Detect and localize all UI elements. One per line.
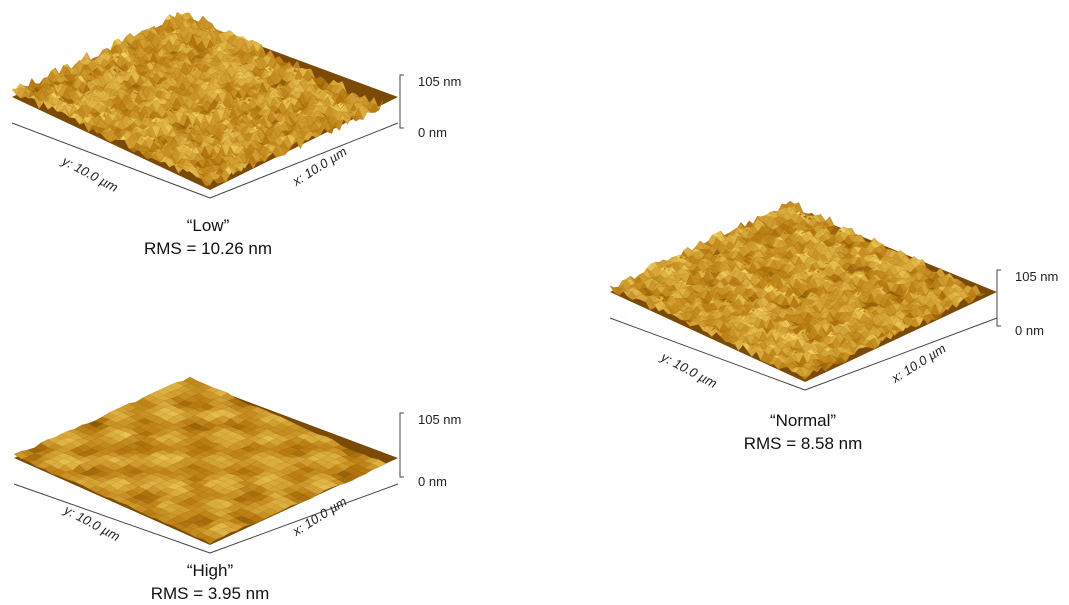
x-axis-line [209, 122, 399, 199]
z-max-label: 105 nm [418, 412, 461, 427]
caption-low: “Low” RMS = 10.26 nm [128, 214, 288, 260]
rms-low: RMS = 10.26 nm [143, 239, 273, 258]
z-min-label: 0 nm [418, 474, 447, 489]
caption-high: “High” RMS = 3.95 nm [130, 559, 290, 605]
z-min-label: 0 nm [418, 125, 447, 140]
rms-high: RMS = 3.95 nm [150, 584, 270, 603]
z-scale-bar [399, 74, 404, 129]
surface-cell [374, 100, 384, 111]
y-axis-label: y: 10.0 µm [61, 502, 123, 544]
z-max-label: 105 nm [418, 74, 461, 89]
label-low: “Low” [186, 216, 230, 235]
z-scale-bar [399, 412, 404, 478]
y-axis-line [11, 122, 211, 199]
label-high: “High” [186, 561, 234, 580]
